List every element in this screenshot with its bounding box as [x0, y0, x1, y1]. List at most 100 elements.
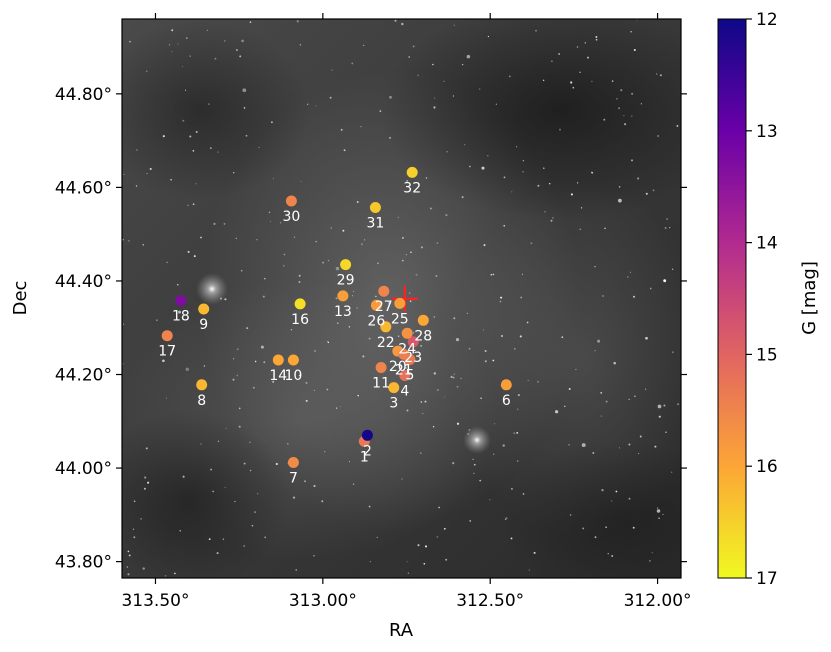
background-star	[527, 379, 529, 382]
background-star	[216, 552, 219, 555]
background-star	[413, 332, 415, 334]
background-star	[275, 462, 278, 466]
source-point	[399, 370, 411, 381]
background-star	[165, 397, 167, 399]
background-star	[271, 121, 273, 124]
background-star	[649, 560, 651, 562]
background-star	[511, 191, 513, 193]
background-star	[595, 38, 598, 41]
background-star	[456, 385, 459, 388]
background-star	[299, 44, 301, 46]
background-star	[298, 281, 301, 283]
background-star	[189, 135, 192, 138]
background-star	[263, 361, 266, 364]
background-star	[559, 128, 561, 131]
background-star	[424, 400, 427, 403]
background-star	[623, 115, 625, 117]
background-star	[570, 193, 573, 196]
source-point	[500, 379, 512, 391]
sky-background	[122, 19, 681, 578]
background-star	[664, 227, 667, 229]
background-star	[446, 150, 448, 153]
background-star	[604, 227, 606, 230]
background-star	[353, 290, 355, 292]
background-star	[217, 151, 219, 153]
background-star	[304, 480, 306, 483]
background-star	[238, 425, 241, 428]
background-star	[537, 184, 540, 187]
source-label: 14	[269, 368, 287, 384]
background-star	[171, 51, 173, 53]
background-star	[572, 86, 575, 89]
background-star	[327, 259, 330, 262]
background-star	[166, 261, 168, 264]
background-star	[246, 327, 249, 330]
colorbar-tick-label: 17	[756, 569, 778, 589]
background-star	[652, 189, 655, 192]
background-star	[128, 554, 131, 557]
background-star	[419, 452, 422, 454]
background-star	[519, 335, 522, 338]
background-star	[640, 103, 642, 105]
background-star	[407, 572, 410, 574]
background-star	[516, 431, 519, 434]
background-star	[232, 378, 235, 381]
background-star	[243, 545, 246, 547]
background-star	[249, 21, 252, 23]
source-label: 32	[403, 180, 421, 196]
background-star	[484, 360, 487, 363]
background-star	[401, 236, 404, 239]
source-label: 5	[405, 368, 414, 384]
background-star	[537, 381, 539, 383]
source-point	[369, 202, 381, 213]
background-star	[656, 509, 661, 513]
background-star	[637, 177, 640, 180]
background-star	[133, 536, 136, 539]
background-star	[460, 377, 462, 380]
background-star	[522, 160, 524, 162]
background-star	[299, 374, 301, 377]
background-star	[298, 274, 301, 277]
source-point	[285, 195, 297, 207]
source-label: 27	[375, 299, 393, 315]
background-star	[178, 310, 181, 314]
background-star	[634, 395, 636, 398]
background-star	[595, 36, 598, 38]
background-star	[126, 566, 129, 568]
background-star	[456, 422, 460, 425]
background-star	[480, 397, 482, 399]
background-star	[405, 253, 408, 256]
background-star	[516, 146, 518, 148]
background-star	[223, 222, 226, 225]
background-star	[376, 536, 378, 539]
x-tick-label: 312.00°	[624, 591, 692, 611]
source-label: 21	[395, 362, 413, 378]
background-star	[335, 297, 338, 300]
background-star	[356, 307, 359, 309]
background-star	[639, 435, 642, 438]
background-star	[420, 246, 423, 249]
background-star	[569, 514, 572, 516]
background-star	[182, 119, 185, 122]
background-star	[243, 107, 246, 109]
background-star	[489, 499, 491, 501]
background-star	[408, 292, 411, 294]
background-star	[272, 178, 274, 180]
background-star	[241, 39, 244, 43]
background-star	[500, 296, 503, 299]
background-star	[324, 451, 326, 453]
background-star	[249, 441, 251, 443]
background-star	[500, 334, 504, 338]
source-label: 20	[389, 359, 407, 375]
background-star	[360, 243, 363, 246]
background-star	[429, 207, 432, 210]
background-star	[340, 128, 343, 131]
background-star	[654, 445, 657, 448]
background-star	[144, 476, 147, 479]
background-star	[321, 500, 324, 503]
background-star	[313, 554, 315, 557]
background-star	[397, 335, 400, 337]
source-point	[406, 166, 418, 178]
background-star	[591, 80, 593, 83]
background-star	[282, 264, 285, 267]
